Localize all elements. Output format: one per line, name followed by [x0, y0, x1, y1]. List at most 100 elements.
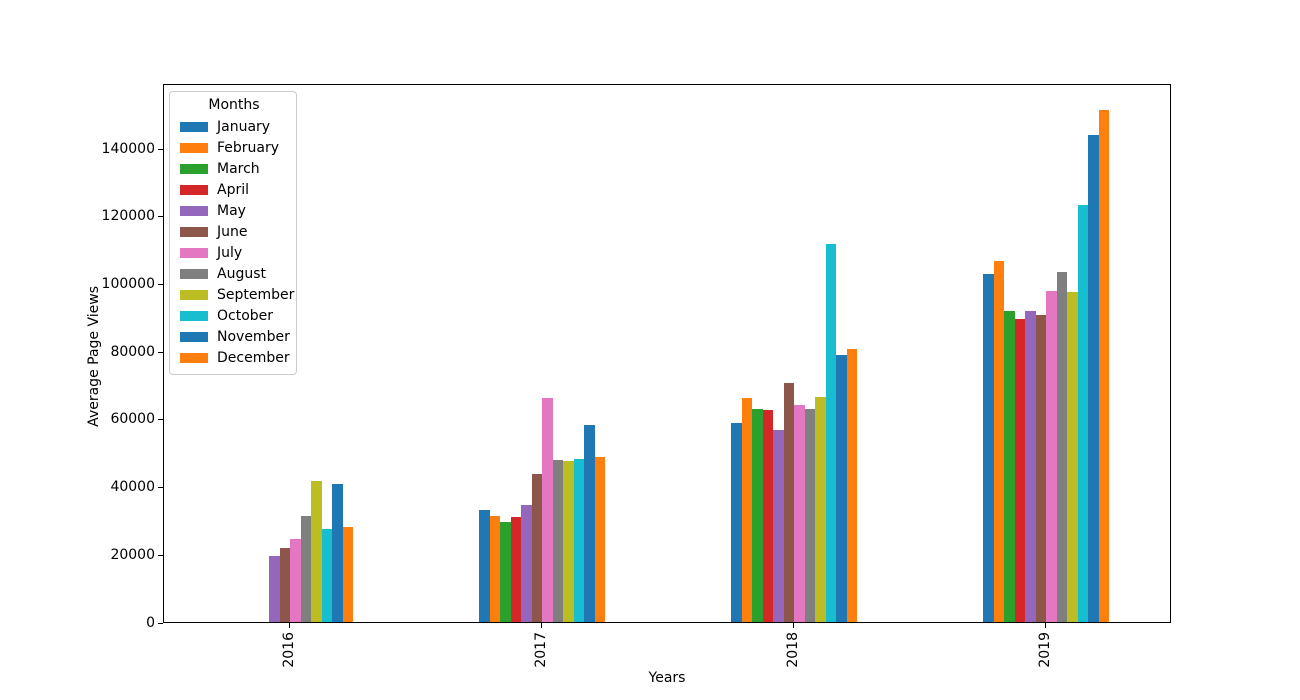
bar-june-2019	[1035, 314, 1046, 622]
bar-january-2019	[983, 273, 994, 622]
bar-december-2017	[594, 457, 605, 622]
legend-item-january: January	[180, 116, 288, 137]
y-tick-label: 80000	[110, 343, 155, 360]
bar-march-2017	[500, 522, 511, 622]
bar-july-2019	[1046, 291, 1057, 622]
bar-december-2016	[342, 527, 353, 622]
y-tick-label: 100000	[101, 275, 155, 292]
bar-april-2019	[1014, 318, 1025, 622]
bar-february-2017	[489, 516, 500, 622]
bar-december-2018	[846, 349, 857, 622]
bar-october-2017	[573, 459, 584, 622]
bar-april-2018	[762, 410, 773, 622]
september-color-swatch	[180, 289, 208, 300]
bar-september-2016	[311, 480, 322, 622]
bar-july-2017	[542, 398, 553, 622]
bar-november-2018	[836, 354, 847, 622]
october-color-swatch	[180, 310, 208, 321]
march-color-swatch	[180, 163, 208, 174]
bar-august-2019	[1056, 271, 1067, 622]
bar-march-2019	[1004, 311, 1015, 622]
legend-item-july: July	[180, 242, 288, 263]
february-color-swatch	[180, 142, 208, 153]
y-tick-label: 140000	[101, 140, 155, 157]
bar-february-2019	[993, 261, 1004, 622]
bar-october-2016	[321, 528, 332, 622]
bar-april-2017	[510, 517, 521, 622]
bar-may-2016	[269, 555, 280, 622]
november-color-swatch	[180, 331, 208, 342]
plot-area	[163, 84, 1171, 623]
y-tick-mark	[158, 148, 163, 150]
legend-label-january: January	[217, 118, 271, 135]
legend-label-november: November	[217, 328, 290, 345]
april-color-swatch	[180, 184, 208, 195]
y-tick-mark	[158, 419, 163, 421]
january-color-swatch	[180, 121, 208, 132]
bar-may-2019	[1025, 310, 1036, 622]
bar-august-2017	[552, 459, 563, 622]
bar-february-2018	[741, 397, 752, 622]
x-tick-mark	[1044, 623, 1046, 628]
y-tick-label: 60000	[110, 411, 155, 428]
legend-label-june: June	[217, 223, 248, 240]
legend-item-may: May	[180, 200, 288, 221]
y-tick-label: 20000	[110, 546, 155, 563]
legend: Months January February March April May June J…	[169, 91, 297, 375]
y-tick-mark	[158, 351, 163, 353]
y-tick-mark	[158, 283, 163, 285]
bar-september-2017	[563, 460, 574, 622]
bar-january-2018	[731, 422, 742, 622]
y-tick-label: 0	[146, 614, 155, 631]
legend-label-march: March	[217, 160, 260, 177]
bar-august-2018	[804, 408, 815, 622]
bar-september-2018	[815, 396, 826, 622]
legend-label-september: September	[217, 286, 295, 303]
legend-item-november: November	[180, 326, 290, 347]
bar-october-2019	[1077, 204, 1088, 622]
july-color-swatch	[180, 247, 208, 258]
bar-december-2019	[1098, 110, 1109, 622]
bar-november-2019	[1088, 134, 1099, 622]
legend-item-june: June	[180, 221, 288, 242]
y-axis-label: Average Page Views	[86, 286, 102, 427]
bar-june-2016	[279, 547, 290, 622]
bar-may-2018	[773, 429, 784, 622]
bar-november-2016	[332, 483, 343, 622]
x-tick-mark	[540, 623, 542, 628]
legend-label-august: August	[217, 265, 266, 282]
legend-label-may: May	[217, 202, 246, 219]
y-tick-label: 40000	[110, 479, 155, 496]
x-axis-label: Years	[648, 670, 686, 686]
y-tick-mark	[158, 554, 163, 556]
legend-item-april: April	[180, 179, 288, 200]
bar-july-2018	[794, 405, 805, 622]
bar-june-2018	[783, 382, 794, 622]
legend-item-march: March	[180, 158, 288, 179]
bar-june-2017	[531, 474, 542, 622]
x-tick-label-2019: 2019	[1036, 632, 1053, 668]
bar-may-2017	[521, 505, 532, 622]
legend-item-february: February	[180, 137, 288, 158]
legend-items: January February March April May June July Augu…	[180, 116, 294, 368]
y-tick-mark	[158, 487, 163, 489]
bar-january-2017	[479, 509, 490, 622]
legend-item-october: October	[180, 305, 288, 326]
bar-october-2018	[825, 243, 836, 622]
bar-march-2018	[752, 408, 763, 622]
y-tick-mark	[158, 622, 163, 624]
legend-item-august: August	[180, 263, 288, 284]
bar-august-2016	[300, 516, 311, 622]
bar-september-2019	[1067, 291, 1078, 622]
legend-label-october: October	[217, 307, 274, 324]
august-color-swatch	[180, 268, 208, 279]
legend-label-december: December	[217, 349, 290, 366]
y-tick-mark	[158, 216, 163, 218]
x-tick-mark	[288, 623, 290, 628]
bar-july-2016	[290, 539, 301, 622]
x-tick-label-2016: 2016	[280, 632, 297, 668]
x-tick-label-2017: 2017	[532, 632, 549, 668]
may-color-swatch	[180, 205, 208, 216]
x-tick-label-2018: 2018	[784, 632, 801, 668]
